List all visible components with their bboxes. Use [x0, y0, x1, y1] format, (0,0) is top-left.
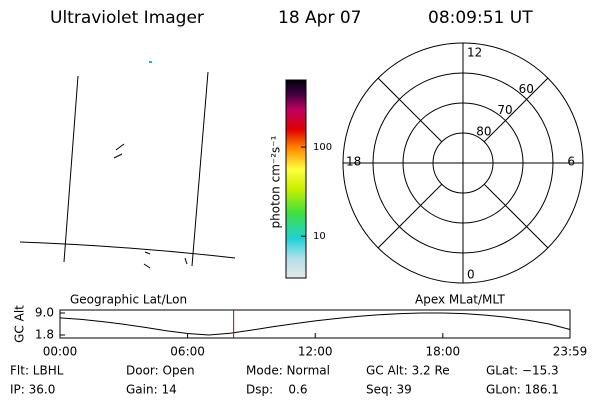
info-field: Seq: 39: [366, 383, 412, 397]
y-tick-label: 9.0: [35, 306, 54, 320]
time: 08:09:51 UT: [428, 8, 533, 28]
info-field: Dsp: 0.6: [246, 383, 308, 397]
polar-spoke: [483, 77, 549, 143]
x-tick-label: 06:00: [170, 345, 205, 359]
info-field: GLon: 186.1: [486, 383, 559, 397]
mlt-label: 0: [467, 268, 475, 282]
colorbar: [285, 79, 307, 279]
info-field: GLat: −15.3: [486, 364, 559, 378]
colorbar-tick-label: 10: [313, 231, 326, 242]
colorbar-label: photon cm⁻²s⁻¹: [269, 135, 283, 228]
panel-label: Apex MLat/MLT: [415, 293, 505, 307]
colorbar-tick-label: 100: [313, 142, 332, 153]
ring-label: 60: [519, 82, 534, 96]
polar-spoke: [483, 183, 549, 249]
x-tick-label: 18:00: [426, 345, 461, 359]
mlt-label: 12: [467, 46, 482, 60]
y-axis-label: GC Alt: [13, 305, 27, 343]
altitude-line: [59, 312, 571, 336]
info-field: Gain: 14: [126, 383, 177, 397]
mlt-label: 18: [346, 155, 361, 169]
info-field: Mode: Normal: [246, 364, 330, 378]
y-tick-label: 1.8: [35, 328, 54, 342]
info-field: GC Alt: 3.2 Re: [366, 364, 450, 378]
title: Ultraviolet Imager: [50, 8, 204, 28]
info-field: Door: Open: [126, 364, 195, 378]
date: 18 Apr 07: [278, 8, 361, 28]
x-tick-label: 23:59: [553, 345, 588, 359]
panel-label: Geographic Lat/Lon: [70, 293, 187, 307]
x-tick-label: 12:00: [298, 345, 333, 359]
info-field: Flt: LBHL: [10, 364, 64, 378]
polar-spoke: [377, 77, 443, 143]
ring-label: 80: [476, 124, 491, 138]
ring-label: 70: [497, 103, 512, 117]
mlt-label: 6: [567, 155, 575, 169]
info-field: IP: 36.0: [10, 383, 55, 397]
x-tick-label: 00:00: [43, 345, 78, 359]
geo-map: [19, 61, 236, 269]
polar-spoke: [377, 183, 443, 249]
